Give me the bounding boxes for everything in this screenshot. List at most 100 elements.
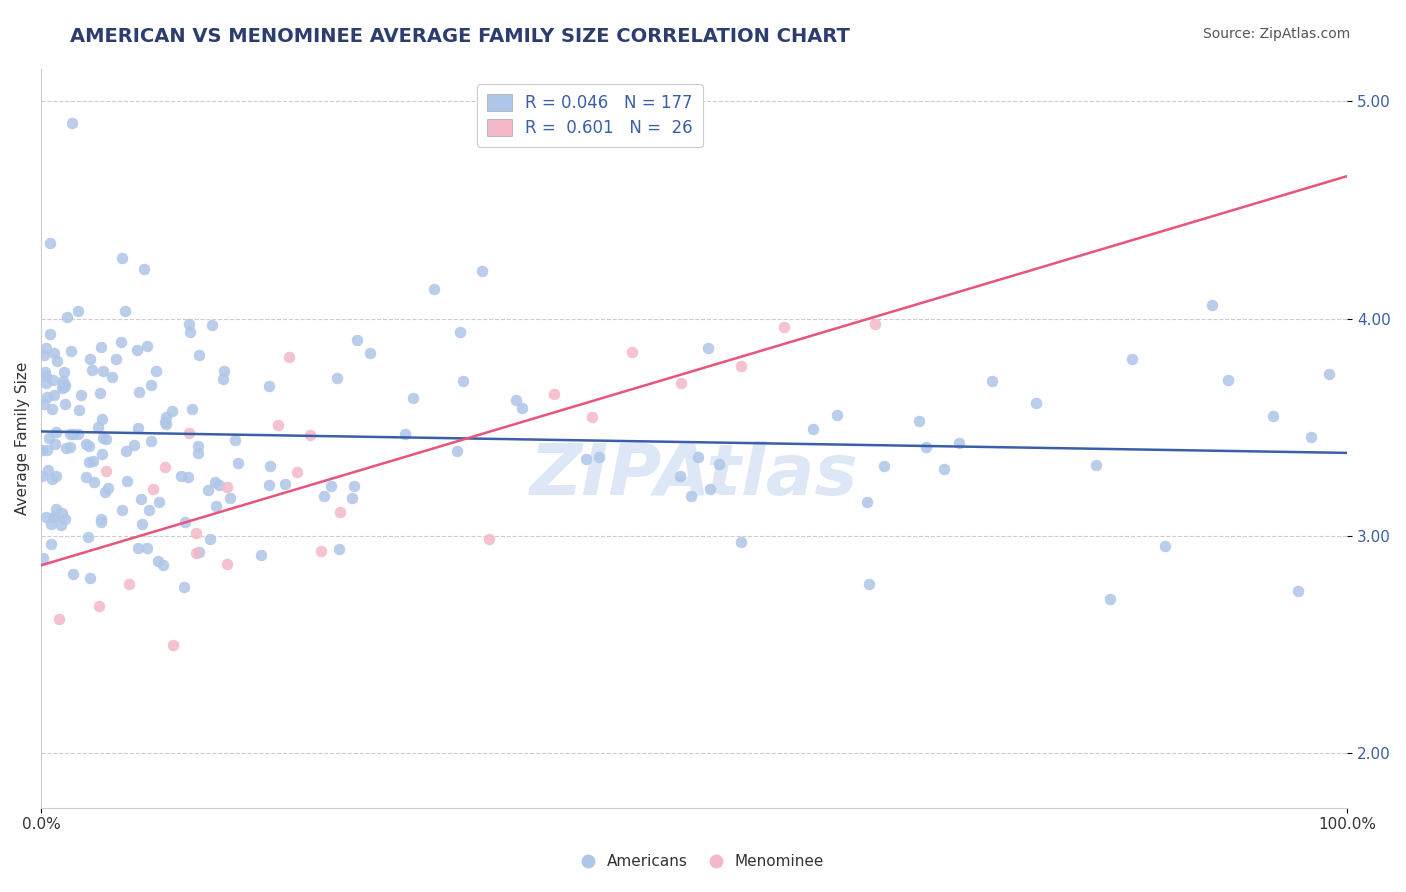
Point [87, 599, 110, 613]
Point [453, 374, 475, 388]
Point [91, 364, 114, 378]
Point [38, 431, 60, 445]
Point [53, 512, 76, 526]
Point [142, 482, 165, 496]
Point [145, 363, 167, 377]
Point [217, 557, 239, 571]
Point [686, 450, 709, 465]
Point [699, 482, 721, 496]
Point [127, 343, 149, 357]
Point [188, 347, 211, 361]
Point [873, 459, 896, 474]
Point [730, 359, 752, 374]
Point [588, 450, 610, 465]
Point [1299, 430, 1322, 444]
Point [89, 385, 111, 400]
Point [82, 363, 104, 377]
Point [340, 491, 363, 506]
Point [669, 469, 692, 483]
Point [200, 532, 222, 546]
Point [948, 436, 970, 450]
Point [801, 422, 824, 436]
Point [44, 437, 66, 451]
Point [827, 408, 849, 422]
Point [91, 447, 114, 461]
Point [44, 345, 66, 359]
Point [52, 374, 75, 388]
Point [205, 500, 228, 514]
Point [1084, 458, 1107, 473]
Point [581, 410, 603, 425]
Point [77, 530, 100, 544]
Point [62, 426, 84, 441]
Point [908, 413, 931, 427]
Point [52, 365, 75, 379]
Point [91, 412, 114, 426]
Point [79, 439, 101, 453]
Point [155, 415, 177, 429]
Point [543, 386, 565, 401]
Point [77, 455, 100, 469]
Point [34, 365, 56, 379]
Point [51, 506, 73, 520]
Point [620, 345, 643, 359]
Point [1154, 539, 1177, 553]
Point [45, 468, 67, 483]
Point [135, 541, 157, 556]
Point [87, 420, 110, 434]
Point [359, 345, 381, 359]
Text: AMERICAN VS MENOMINEE AVERAGE FAMILY SIZE CORRELATION CHART: AMERICAN VS MENOMINEE AVERAGE FAMILY SIZ… [70, 27, 851, 45]
Point [287, 465, 309, 479]
Point [1286, 584, 1309, 599]
Point [981, 374, 1004, 388]
Legend: Americans, Menominee: Americans, Menominee [576, 848, 830, 875]
Point [575, 452, 598, 467]
Point [153, 460, 176, 475]
Point [39, 537, 62, 551]
Point [446, 444, 468, 458]
Point [34, 510, 56, 524]
Point [32, 396, 55, 410]
Point [343, 478, 366, 492]
Point [679, 489, 702, 503]
Point [41, 472, 63, 486]
Point [141, 377, 163, 392]
Point [114, 304, 136, 318]
Point [37, 391, 59, 405]
Point [224, 433, 246, 447]
Point [932, 461, 955, 475]
Point [179, 325, 201, 339]
Point [478, 533, 501, 547]
Point [773, 320, 796, 334]
Point [79, 351, 101, 366]
Point [55, 441, 77, 455]
Point [187, 439, 209, 453]
Point [75, 469, 97, 483]
Point [90, 341, 112, 355]
Point [321, 479, 343, 493]
Point [127, 421, 149, 435]
Point [52, 380, 75, 394]
Point [155, 410, 177, 425]
Point [179, 318, 201, 332]
Point [132, 262, 155, 277]
Y-axis label: Average Family Size: Average Family Size [15, 361, 30, 515]
Point [278, 350, 301, 364]
Point [35, 341, 58, 355]
Point [94, 484, 117, 499]
Point [90, 515, 112, 529]
Point [52, 378, 75, 392]
Point [38, 236, 60, 251]
Point [1216, 373, 1239, 387]
Point [79, 571, 101, 585]
Point [257, 478, 280, 492]
Point [257, 378, 280, 392]
Point [197, 483, 219, 497]
Point [510, 401, 533, 415]
Point [250, 548, 273, 562]
Point [328, 541, 350, 556]
Point [402, 391, 425, 405]
Point [35, 376, 58, 390]
Point [274, 477, 297, 491]
Point [204, 475, 226, 490]
